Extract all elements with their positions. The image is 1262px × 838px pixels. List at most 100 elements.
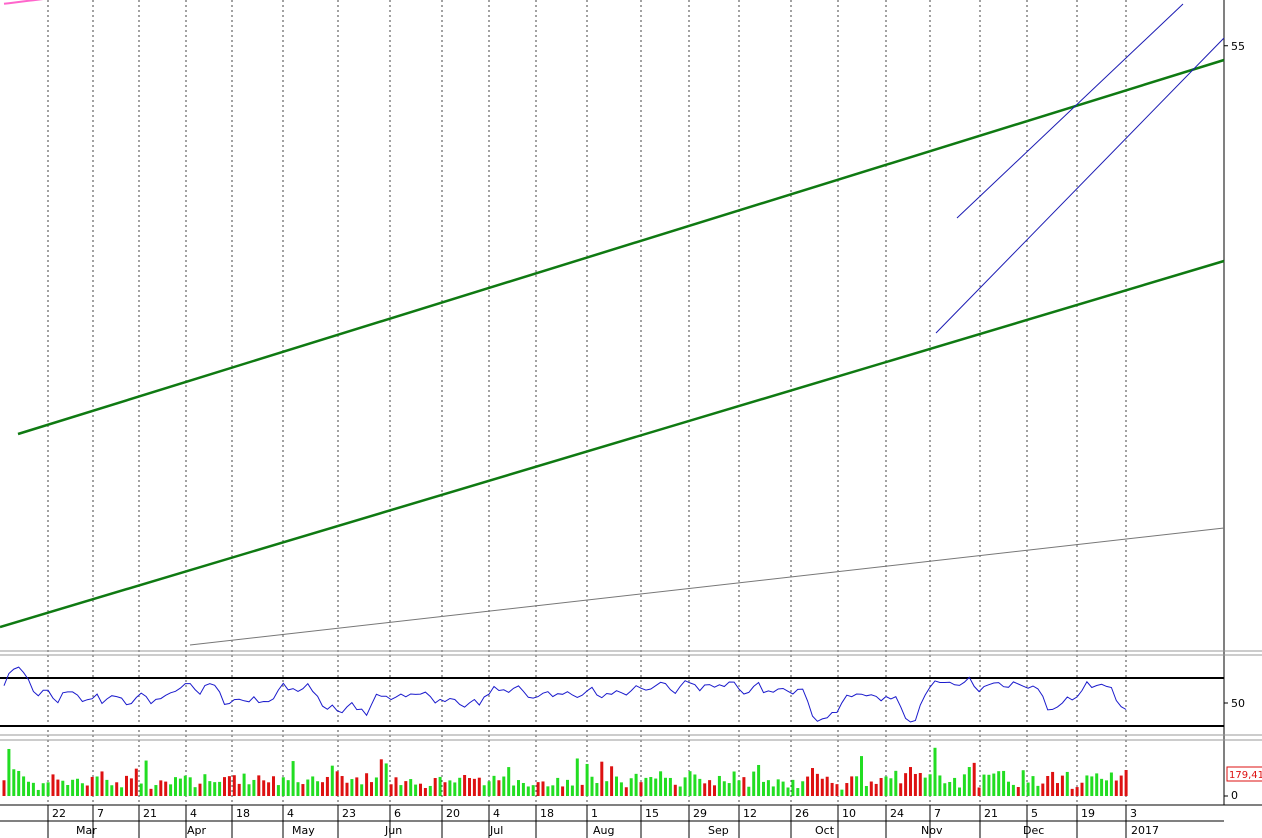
day-tick-label: 12: [743, 807, 757, 820]
volume-bar: [683, 777, 687, 796]
volume-bar: [570, 785, 574, 796]
volume-bar: [688, 771, 692, 796]
volume-bar: [144, 760, 148, 796]
volume-bar: [786, 787, 790, 796]
volume-bar: [242, 773, 246, 796]
volume-bar: [855, 776, 859, 796]
volume-bar: [948, 781, 952, 796]
volume-bar: [1007, 781, 1010, 796]
volume-bar: [164, 781, 168, 796]
volume-bar: [521, 782, 525, 796]
volume-bar: [610, 766, 614, 796]
volume-bar: [909, 767, 912, 796]
volume-bar: [1031, 776, 1035, 796]
volume-bar: [634, 773, 638, 796]
month-label: Oct: [815, 824, 835, 837]
volume-bar: [757, 764, 761, 796]
month-label: 2017: [1131, 824, 1159, 837]
volume-bar: [1114, 780, 1118, 796]
volume-bar: [213, 782, 217, 796]
volume-bar: [1090, 776, 1094, 796]
volume-bar: [894, 770, 898, 796]
day-tick-label: 5: [1031, 807, 1038, 820]
volume-bar: [717, 775, 721, 796]
volume-bar: [125, 775, 128, 796]
volume-bar: [673, 784, 677, 796]
oscillator-line: [3, 666, 1127, 723]
volume-bar: [252, 779, 256, 796]
volume-bar: [345, 782, 349, 796]
volume-bar: [629, 778, 633, 796]
volume-bar: [183, 775, 187, 796]
volume-bar: [110, 785, 114, 796]
volume-bar: [1095, 773, 1099, 796]
volume-bar: [845, 783, 849, 796]
price-panel[interactable]: [0, 0, 1225, 646]
volume-bar: [1124, 769, 1128, 796]
volume-bar: [262, 780, 266, 796]
oscillator-panel[interactable]: [0, 666, 1224, 727]
volume-bar: [546, 786, 550, 796]
volume-bar: [291, 761, 295, 796]
volume-bar: [7, 748, 11, 796]
volume-bar: [90, 776, 94, 796]
volume-bar: [472, 778, 476, 796]
volume-bar: [139, 783, 143, 796]
volume-bar: [306, 779, 310, 796]
volume-bar: [742, 777, 746, 796]
volume-bar: [654, 778, 658, 796]
volume-bar: [722, 781, 726, 796]
day-tick-label: 21: [143, 807, 157, 820]
volume-bar: [365, 773, 369, 796]
volume-bar: [1085, 775, 1089, 796]
volume-bar: [149, 788, 153, 796]
volume-bar: [1026, 782, 1030, 796]
volume-bar: [526, 786, 530, 796]
day-tick-label: 1: [591, 807, 598, 820]
volume-bar: [188, 777, 192, 796]
volume-bar: [615, 776, 618, 796]
volume-bar: [438, 776, 442, 796]
volume-bar: [232, 775, 236, 796]
volume-bar: [1105, 780, 1108, 796]
volume-bar: [66, 784, 70, 796]
volume-bar: [178, 778, 182, 796]
volume-bar: [967, 767, 971, 796]
volume-bar: [428, 785, 432, 796]
month-label: Dec: [1023, 824, 1044, 837]
volume-bar: [703, 783, 707, 796]
volume-bar: [46, 782, 50, 796]
volume-bar: [913, 773, 917, 796]
volume-bar: [590, 776, 594, 796]
month-label: Sep: [708, 824, 729, 837]
volume-bar: [95, 776, 99, 796]
volume-bar: [693, 774, 697, 796]
volume-bar: [899, 783, 903, 796]
volume-panel[interactable]: [2, 747, 1128, 796]
volume-bar: [531, 785, 535, 796]
volume-bar: [864, 785, 868, 796]
volume-bar: [619, 782, 623, 796]
volume-bar: [1065, 771, 1069, 796]
volume-bar: [482, 785, 486, 796]
volume-bar: [453, 782, 457, 796]
volume-bar: [575, 758, 579, 796]
volume-bar: [830, 782, 834, 796]
volume-bar: [389, 784, 393, 796]
volume-bar: [355, 777, 359, 796]
volume-bar: [198, 783, 202, 796]
volume-bar: [659, 771, 663, 796]
volume-bar: [747, 786, 751, 796]
volume-bar: [443, 782, 447, 796]
volume-bar: [502, 776, 506, 796]
volume-bar: [174, 777, 177, 796]
volume-bar: [869, 781, 873, 796]
volume-bar: [115, 782, 119, 796]
volume-bar: [874, 783, 878, 796]
volume-bar: [311, 776, 315, 796]
gray-trend-line: [189, 527, 1225, 646]
volume-bar: [605, 781, 609, 796]
lower-blue-channel-line: [935, 37, 1225, 334]
day-tick-label: 26: [795, 807, 809, 820]
